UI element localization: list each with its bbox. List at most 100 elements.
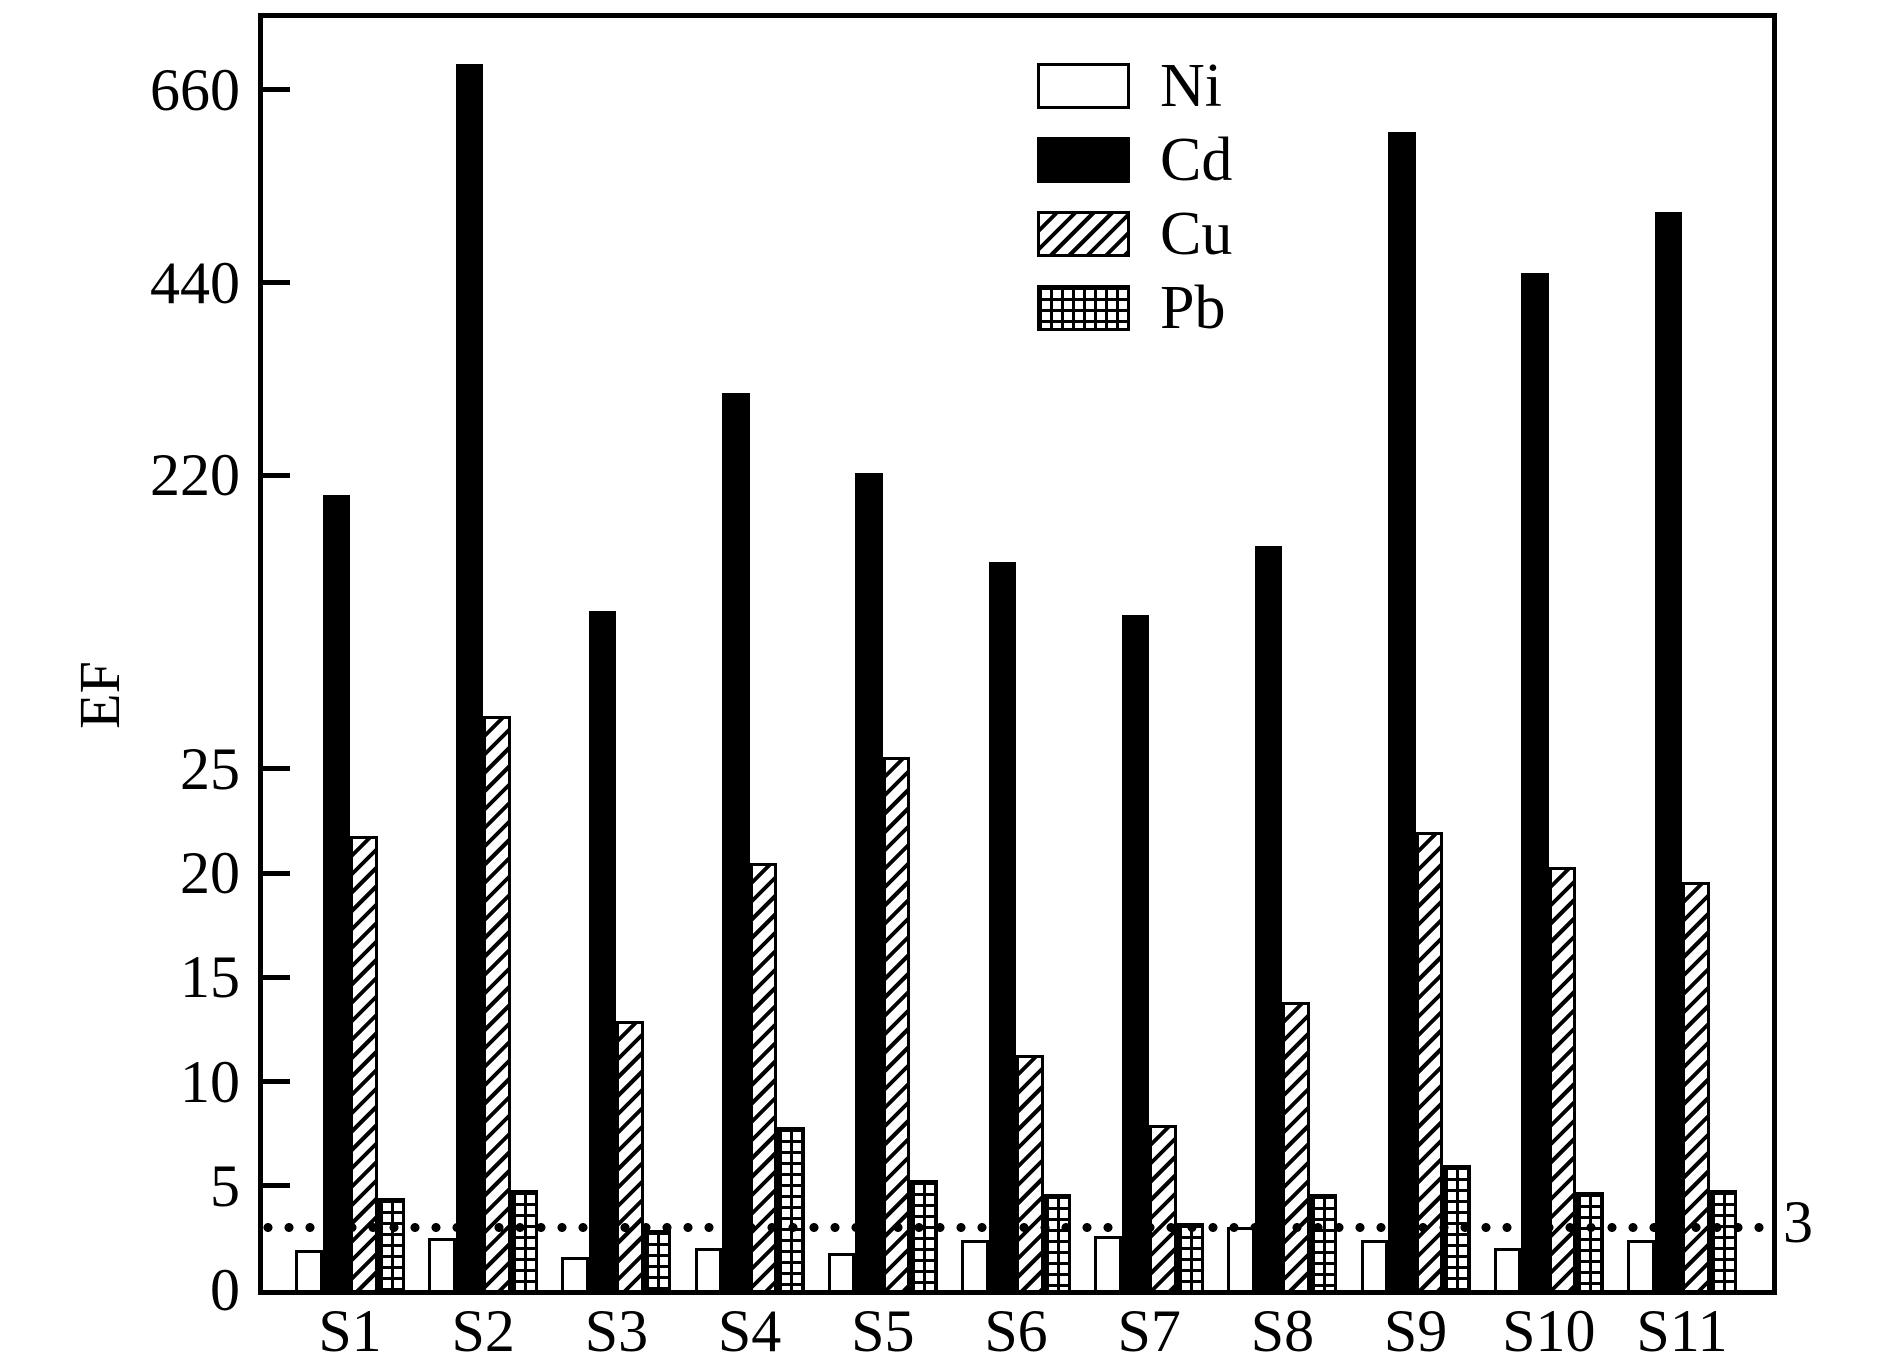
bar-cd-s4 [722, 392, 750, 1290]
bar-pb-s8 [1309, 1194, 1338, 1290]
bar-cluster-s5 [827, 473, 938, 1290]
legend-label-pb: Pb [1160, 274, 1226, 342]
bar-ni-s3 [561, 1256, 589, 1290]
bar-cd-s11 [1654, 211, 1682, 1290]
bar-ni-s8 [1227, 1227, 1255, 1290]
y-tick-label: 220 [150, 442, 240, 509]
bar-pb-s1 [377, 1198, 405, 1290]
y-tick-label: 660 [150, 56, 240, 123]
bar-cu-s9 [1415, 831, 1444, 1290]
bar-pb-s10 [1576, 1192, 1604, 1290]
bar-ni-s4 [694, 1248, 723, 1290]
legend-row-pb: Pb [1037, 274, 1232, 342]
bar-cd-s10 [1521, 273, 1549, 1290]
bar-cd-s5 [855, 473, 883, 1290]
bar-cluster-s3 [561, 610, 672, 1290]
bar-cluster-s7 [1094, 615, 1205, 1290]
plot-area: Ni Cd Cu Pb [258, 13, 1777, 1295]
y-tick-label: 15 [180, 944, 240, 1011]
bar-cluster-s9 [1360, 132, 1471, 1290]
bar-pb-s4 [777, 1127, 805, 1290]
bar-cluster-s10 [1493, 273, 1604, 1290]
y-tick-mark [263, 87, 290, 93]
x-tick-label-s8: S8 [1250, 1298, 1315, 1364]
bar-ni-s5 [827, 1252, 856, 1290]
bar-ni-s10 [1493, 1248, 1522, 1290]
y-tick-mark [263, 1079, 290, 1085]
bar-cluster-s4 [694, 392, 805, 1290]
legend-swatch-cd [1037, 137, 1130, 183]
bar-cd-s2 [455, 63, 484, 1290]
bar-ni-s11 [1627, 1239, 1655, 1290]
bar-pb-s6 [1043, 1194, 1071, 1290]
bar-pb-s5 [910, 1179, 938, 1290]
bar-cd-s1 [322, 494, 350, 1290]
bar-cu-s7 [1149, 1125, 1177, 1290]
y-tick-label: 10 [180, 1048, 240, 1115]
bar-cu-s10 [1548, 866, 1577, 1290]
bar-cluster-s11 [1627, 211, 1737, 1290]
bar-cu-s3 [616, 1021, 644, 1290]
legend-label-cu: Cu [1160, 200, 1233, 268]
bar-cu-s1 [350, 835, 378, 1290]
y-tick-label: 0 [210, 1257, 240, 1323]
bar-ni-s9 [1360, 1239, 1389, 1290]
bar-cluster-s1 [295, 494, 405, 1290]
bar-cd-s3 [588, 610, 617, 1290]
y-tick-mark [263, 766, 290, 772]
bar-ni-s1 [295, 1250, 323, 1290]
bar-cluster-s8 [1227, 545, 1338, 1290]
bar-cd-s7 [1121, 615, 1150, 1290]
legend-swatch-ni [1037, 63, 1130, 109]
bar-cluster-s6 [961, 562, 1071, 1290]
x-tick-label-s6: S6 [984, 1298, 1048, 1364]
bar-cu-s8 [1282, 1002, 1310, 1290]
legend-row-cu: Cu [1037, 200, 1233, 268]
y-tick-label: 25 [180, 735, 240, 802]
y-tick-mark [263, 1183, 290, 1189]
y-tick-label: 20 [180, 840, 240, 907]
bar-cu-s11 [1682, 881, 1710, 1290]
x-tick-label-s1: S1 [318, 1298, 382, 1364]
legend-row-ni: Ni [1037, 52, 1232, 120]
bar-cluster-s2 [428, 63, 539, 1290]
threshold-line [263, 1223, 1772, 1233]
legend-swatch-pb [1037, 285, 1130, 331]
y-axis-ticks [263, 18, 1772, 1290]
bar-pb-s3 [643, 1229, 672, 1290]
y-tick-mark [263, 280, 290, 286]
legend: Ni Cd Cu Pb [1037, 52, 1233, 342]
x-tick-label-s5: S5 [851, 1298, 915, 1364]
bar-pb-s7 [1176, 1223, 1205, 1290]
bar-cd-s6 [988, 562, 1016, 1290]
bar-pb-s2 [510, 1189, 539, 1290]
legend-label-cd: Cd [1160, 126, 1233, 194]
bar-cu-s2 [483, 716, 511, 1290]
x-tick-label-s4: S4 [717, 1298, 782, 1364]
y-axis-title: EF [67, 661, 132, 729]
bar-ni-s6 [961, 1239, 989, 1290]
threshold-label: 3 [1783, 1189, 1813, 1255]
y-tick-label: 5 [210, 1152, 240, 1219]
y-tick-mark [263, 472, 290, 478]
y-tick-mark [263, 870, 290, 876]
bar-ni-s7 [1094, 1235, 1122, 1290]
legend-swatch-cu [1037, 211, 1130, 257]
bar-cu-s4 [749, 862, 778, 1290]
bars-layer [263, 18, 1772, 1290]
legend-label-ni: Ni [1160, 52, 1222, 120]
legend-row-cd: Cd [1037, 126, 1233, 194]
x-tick-label-s10: S10 [1502, 1298, 1596, 1364]
y-tick-label: 440 [150, 249, 240, 316]
x-tick-label-s9: S9 [1383, 1298, 1448, 1364]
x-tick-label-s11: S11 [1636, 1298, 1728, 1364]
bar-cu-s5 [882, 757, 911, 1290]
bar-cu-s6 [1016, 1054, 1044, 1290]
x-tick-label-s7: S7 [1117, 1298, 1181, 1364]
bar-pb-s11 [1709, 1189, 1737, 1290]
bar-cd-s8 [1254, 545, 1283, 1290]
bar-cd-s9 [1388, 132, 1416, 1290]
x-tick-label-s2: S2 [451, 1298, 515, 1364]
y-tick-mark [263, 974, 290, 980]
